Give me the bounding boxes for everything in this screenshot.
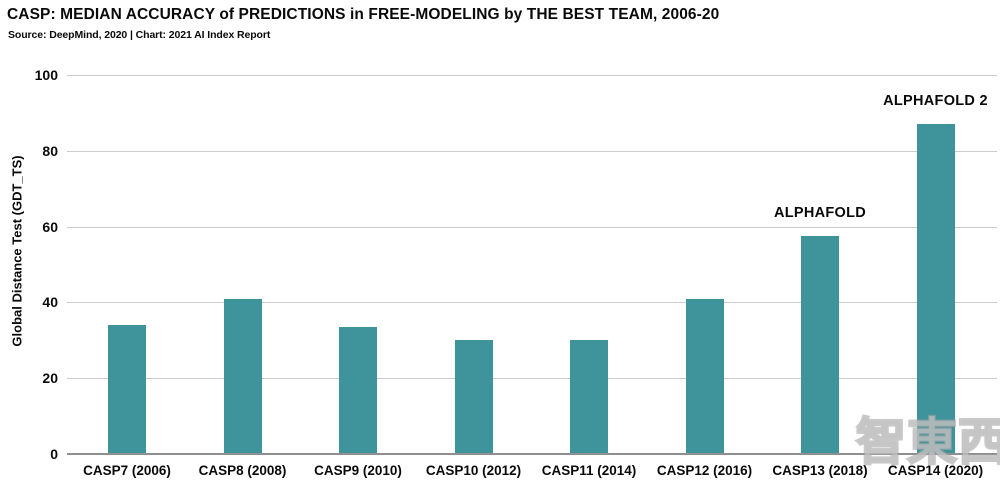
bar-4 [454,340,493,454]
chart-subtitle: Source: DeepMind, 2020 | Chart: 2021 AI … [8,29,271,41]
gridline [67,150,997,152]
x-tick-label: CASP12 (2016) [656,463,753,478]
bar-8 [916,124,955,454]
y-tick-label: 40 [42,294,58,311]
y-tick-label: 0 [50,446,58,462]
gridline [67,226,997,228]
y-tick-label: 80 [42,142,58,159]
bar-6 [685,298,724,454]
plot-area: 0 20 40 60 80 100 CASP7 (2006) CASP8 (2008) CASP… [35,67,997,478]
bar-2 [223,298,262,454]
y-tick-label: 100 [34,67,58,83]
x-tick-label: CASP9 (2010) [314,463,402,478]
y-tick-label: 60 [42,218,58,235]
gridline [67,75,997,76]
x-tick-label: CASP13 (2018) [772,463,868,478]
gridline [67,378,997,380]
bar-5 [570,340,608,454]
x-axis-baseline [67,453,997,455]
x-tick-label: CASP10 (2012) [425,463,522,478]
x-tick-label: CASP11 (2014) [541,463,637,478]
bar-1 [108,325,146,454]
chart-title: CASP: MEDIAN ACCURACY of PREDICTIONS in … [7,6,720,23]
x-tick-label: CASP7 (2006) [83,463,171,478]
y-tick-label: 20 [42,370,58,387]
watermark: 智東西 [855,413,1000,472]
y-axis-title: Global Distance Test (GDT_TS) [9,155,25,347]
annotation-label: ALPHAFOLD 2 [883,93,988,110]
annotation-label: ALPHAFOLD [773,205,867,222]
bar-3 [339,327,377,454]
x-tick-label: CASP14 (2020) [887,463,984,478]
x-tick-label: CASP8 (2008) [198,463,287,478]
bar-7 [801,236,839,454]
gridline [67,302,997,304]
